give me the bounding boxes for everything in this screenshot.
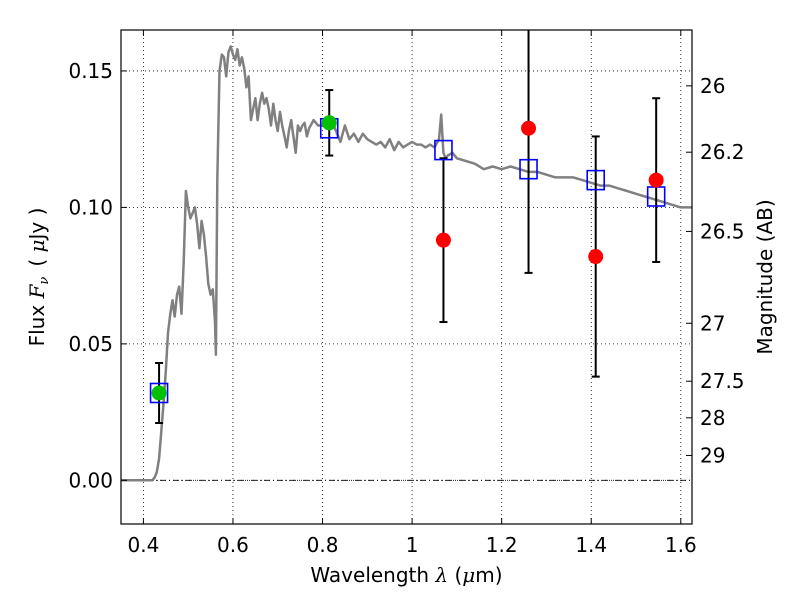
x-tick-label: 1: [406, 533, 419, 557]
x-axis-label: Wavelength λ (μm): [310, 563, 502, 587]
right-tick-label: 26.2: [700, 140, 745, 164]
observed-flux-point: [151, 385, 167, 401]
model-flux-square: [434, 139, 453, 161]
right-tick-label: 26: [700, 74, 725, 98]
x-tick-label: 0.6: [217, 533, 249, 557]
observed-flux-point: [321, 115, 337, 131]
observed-flux-point: [588, 249, 604, 265]
observed-flux-point: [521, 120, 537, 136]
x-tick-label: 1.2: [486, 533, 518, 557]
y-tick-label: 0.05: [68, 332, 113, 356]
y-tick-label: 0.10: [68, 195, 113, 219]
model-flux-square: [519, 158, 538, 180]
right-tick-label: 26.5: [700, 219, 745, 243]
axis-ticks: 0.4 0.6 0.8 1 1.2 1.4 1.6 0.00 0.05 0.10 0.15 26 26.…: [68, 30, 745, 557]
x-tick-label: 1.6: [665, 533, 697, 557]
model-flux-square: [149, 382, 169, 404]
observed-flux-point: [435, 232, 451, 248]
y-tick-label: 0.00: [68, 468, 113, 492]
y-axis-label: Flux Fν( μJy ): [25, 208, 52, 347]
observed-flux-point: [648, 172, 664, 188]
right-tick-label: 29: [700, 443, 725, 467]
x-tick-label: 0.4: [127, 533, 159, 557]
right-tick-label: 27: [700, 311, 725, 335]
right-axis-label: Magnitude (AB): [753, 199, 777, 354]
y-tick-label: 0.15: [68, 59, 113, 83]
plot-frame: [120, 29, 693, 525]
template-spectrum-line: [121, 45, 692, 482]
x-tick-label: 0.8: [307, 533, 339, 557]
x-tick-label: 1.4: [575, 533, 607, 557]
plot-series: [121, 30, 692, 482]
model-flux-square: [586, 169, 606, 191]
right-tick-label: 28: [700, 406, 725, 430]
right-tick-label: 27.5: [700, 369, 745, 393]
